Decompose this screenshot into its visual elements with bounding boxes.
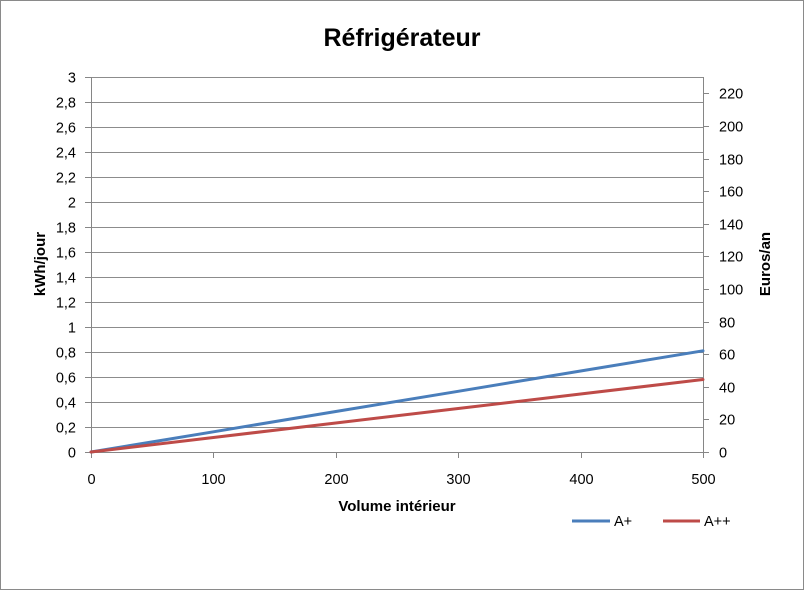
series-line-a-plus-plus xyxy=(89,378,705,454)
y-right-tick-label: 80 xyxy=(719,316,735,332)
y-right-tick-label: 60 xyxy=(719,348,735,364)
y-left-tick-label: 2 xyxy=(68,196,76,212)
x-tick-label: 100 xyxy=(201,472,225,488)
y-right-tick-label: 120 xyxy=(719,250,743,266)
y-left-tick-label: 1 xyxy=(68,321,76,337)
x-tick-label: 400 xyxy=(569,472,593,488)
y-left-tick-label: 0 xyxy=(68,446,76,462)
y-left-tick-label: 0,8 xyxy=(56,346,76,362)
x-tick-label: 200 xyxy=(324,472,348,488)
x-tick-label: 500 xyxy=(691,472,715,488)
y-right-tick-label: 140 xyxy=(719,218,743,234)
y-left-tick-label: 0,4 xyxy=(56,396,76,412)
y-right-tick-label: 100 xyxy=(719,283,743,299)
y-axis-right-ticks: 0 20 40 60 80 100 120 140 160 180 200 220 xyxy=(703,87,743,462)
y-left-tick-label: 2,8 xyxy=(56,96,76,112)
y-right-tick-label: 220 xyxy=(719,87,743,103)
series-lines xyxy=(89,349,705,454)
y-left-tick-label: 1,2 xyxy=(56,296,76,312)
y-axis-left-ticks: 0 0,2 0,4 0,6 0,8 1 1,2 1,4 1,6 1,8 2 2,2 2,4 2,6 2,8 3 xyxy=(56,71,91,462)
y-left-tick-label: 2,6 xyxy=(56,121,76,137)
series-line-a-plus xyxy=(89,349,705,454)
x-tick-label: 0 xyxy=(87,472,95,488)
y-left-tick-label: 3 xyxy=(68,71,76,87)
y-axis-left-title: kWh/jour xyxy=(32,232,49,296)
y-left-tick-label: 2,2 xyxy=(56,171,76,187)
x-tick-label: 300 xyxy=(446,472,470,488)
y-right-tick-label: 20 xyxy=(719,413,735,429)
gridlines xyxy=(91,77,703,428)
y-left-tick-label: 1,4 xyxy=(56,271,76,287)
legend-item-a-plus: A+ xyxy=(572,514,632,530)
y-right-tick-label: 200 xyxy=(719,120,743,136)
y-left-tick-label: 1,6 xyxy=(56,246,76,262)
legend-label-a-plus-plus: A++ xyxy=(704,514,731,530)
legend: A+ A++ xyxy=(572,514,731,530)
y-right-tick-label: 180 xyxy=(719,153,743,169)
legend-label-a-plus: A+ xyxy=(614,514,632,530)
y-right-tick-label: 40 xyxy=(719,381,735,397)
y-axis-right-title: Euros/an xyxy=(757,232,774,296)
y-left-tick-label: 0,2 xyxy=(56,421,76,437)
x-axis-title: Volume intérieur xyxy=(338,498,455,515)
y-left-tick-label: 1,8 xyxy=(56,221,76,237)
x-axis-ticks: 0 100 200 300 400 500 xyxy=(87,452,716,488)
axes xyxy=(91,77,704,453)
legend-item-a-plus-plus: A++ xyxy=(663,514,731,530)
y-left-tick-label: 0,6 xyxy=(56,371,76,387)
y-right-tick-label: 0 xyxy=(719,446,727,462)
y-right-tick-label: 160 xyxy=(719,185,743,201)
y-left-tick-label: 2,4 xyxy=(56,146,76,162)
chart-title: Réfrigérateur xyxy=(324,24,481,52)
